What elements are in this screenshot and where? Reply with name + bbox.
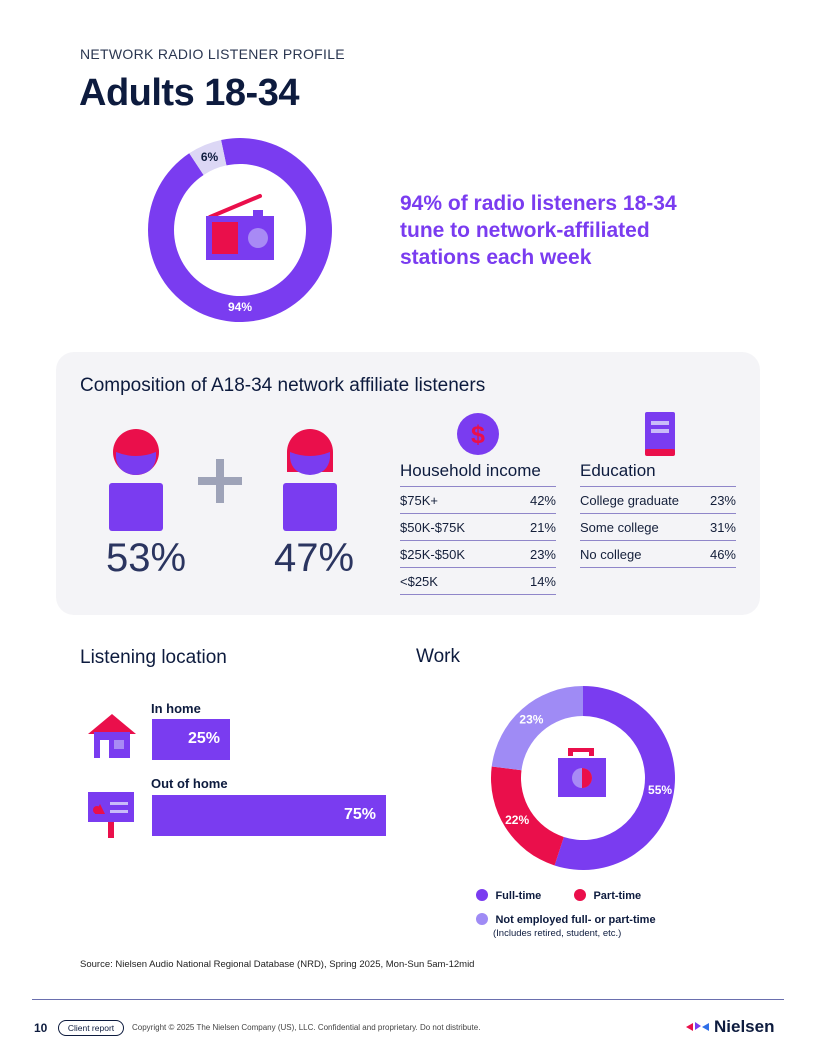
education-label: Some college <box>580 520 659 535</box>
legend-label: Full-time <box>495 890 542 902</box>
reach-headline-line: stations each week <box>400 246 592 269</box>
table-row: <$25K 14% <box>400 568 556 595</box>
table-row: $50K-$75K 21% <box>400 514 556 541</box>
out-of-home-bar: 75% <box>152 795 386 836</box>
donut-slice-part-time <box>491 766 564 866</box>
briefcase-icon <box>558 748 606 797</box>
source-note: Source: Nielsen Audio National Regional … <box>80 959 475 970</box>
svg-text:$: $ <box>471 421 485 449</box>
legend-label: Part-time <box>593 890 642 902</box>
footer-divider <box>32 999 784 1000</box>
female-figure-icon <box>283 429 337 531</box>
education-table: College graduate 23% Some college 31% No c… <box>580 486 736 568</box>
male-figure-icon <box>109 429 163 531</box>
education-label: No college <box>580 547 642 562</box>
legend-item-not-employed: Not employed full- or part-time (Include… <box>476 910 656 939</box>
income-label: $75K+ <box>400 493 438 508</box>
education-heading: Education <box>580 461 656 480</box>
page-kicker: NETWORK RADIO LISTENER PROFILE <box>80 46 345 62</box>
table-row: Some college 31% <box>580 514 736 541</box>
income-label: $50K-$75K <box>400 520 466 535</box>
table-row: $75K+ 42% <box>400 487 556 514</box>
income-value: 42% <box>529 493 556 508</box>
education-value: 46% <box>709 547 736 562</box>
radio-icon <box>206 194 274 260</box>
table-row: $25K-$50K 23% <box>400 541 556 568</box>
work-donut-label: 22% <box>505 813 529 827</box>
in-home-label: In home <box>151 701 201 716</box>
page-number: 10 <box>34 1021 48 1035</box>
brand-name: Nielsen <box>714 1017 775 1036</box>
reach-donut-label-other: 6% <box>201 150 219 164</box>
reach-headline-line: 94% of radio listeners 18-34 <box>400 192 677 215</box>
billboard-icon <box>88 792 134 838</box>
education-label: College graduate <box>580 493 680 508</box>
donut-slice-other <box>189 139 227 175</box>
reach-headline-line: tune to network-affiliated <box>400 219 650 242</box>
income-heading: Household income <box>400 461 541 480</box>
work-donut-chart: 55% 22% 23% <box>491 686 675 870</box>
income-value: 14% <box>529 574 556 589</box>
reach-donut-label-network: 94% <box>228 300 252 314</box>
table-row: College graduate 23% <box>580 487 736 514</box>
out-of-home-label: Out of home <box>151 776 228 791</box>
report-tag: Client report <box>58 1020 124 1036</box>
location-title: Listening location <box>80 647 227 668</box>
income-table: $75K+ 42% $50K-$75K 21% $25K-$50K 23% <$25K… <box>400 486 556 595</box>
legend-item-part-time: Part-time <box>574 886 641 904</box>
legend-note: (Includes retired, student, etc.) <box>493 928 622 939</box>
male-percentage: 53% <box>106 536 187 580</box>
copyright-text: Copyright © 2025 The Nielsen Company (US… <box>132 1023 481 1032</box>
donut-slice-full-time <box>554 686 675 870</box>
legend-label: Not employed full- or part-time <box>495 914 656 926</box>
dollar-icon: $ <box>457 413 499 455</box>
nielsen-logo-icon <box>686 1022 709 1031</box>
page-title: Adults 18-34 <box>79 72 299 114</box>
legend-item-full-time: Full-time <box>476 886 541 904</box>
income-value: 23% <box>529 547 556 562</box>
legend-swatch <box>574 889 586 901</box>
legend-swatch <box>476 889 488 901</box>
table-row: No college 46% <box>580 541 736 568</box>
education-value: 31% <box>709 520 736 535</box>
legend-swatch <box>476 913 488 925</box>
reach-headline: 94% of radio listeners 18-34 tune to net… <box>400 190 700 271</box>
book-icon <box>645 412 675 456</box>
income-label: <$25K <box>400 574 438 589</box>
work-donut-label: 55% <box>648 783 672 797</box>
in-home-bar: 25% <box>152 719 230 760</box>
female-percentage: 47% <box>274 536 355 580</box>
plus-icon <box>198 459 242 503</box>
house-icon <box>88 714 136 758</box>
composition-panel <box>56 352 760 615</box>
work-donut-label: 23% <box>519 712 543 726</box>
education-value: 23% <box>709 493 736 508</box>
work-title: Work <box>416 646 460 667</box>
donut-slice-not-employed-full-or-part-time <box>491 686 583 771</box>
income-label: $25K-$50K <box>400 547 466 562</box>
income-value: 21% <box>529 520 556 535</box>
composition-title: Composition of A18-34 network affiliate … <box>80 375 486 396</box>
reach-donut-chart: 94% 6% <box>148 138 332 322</box>
